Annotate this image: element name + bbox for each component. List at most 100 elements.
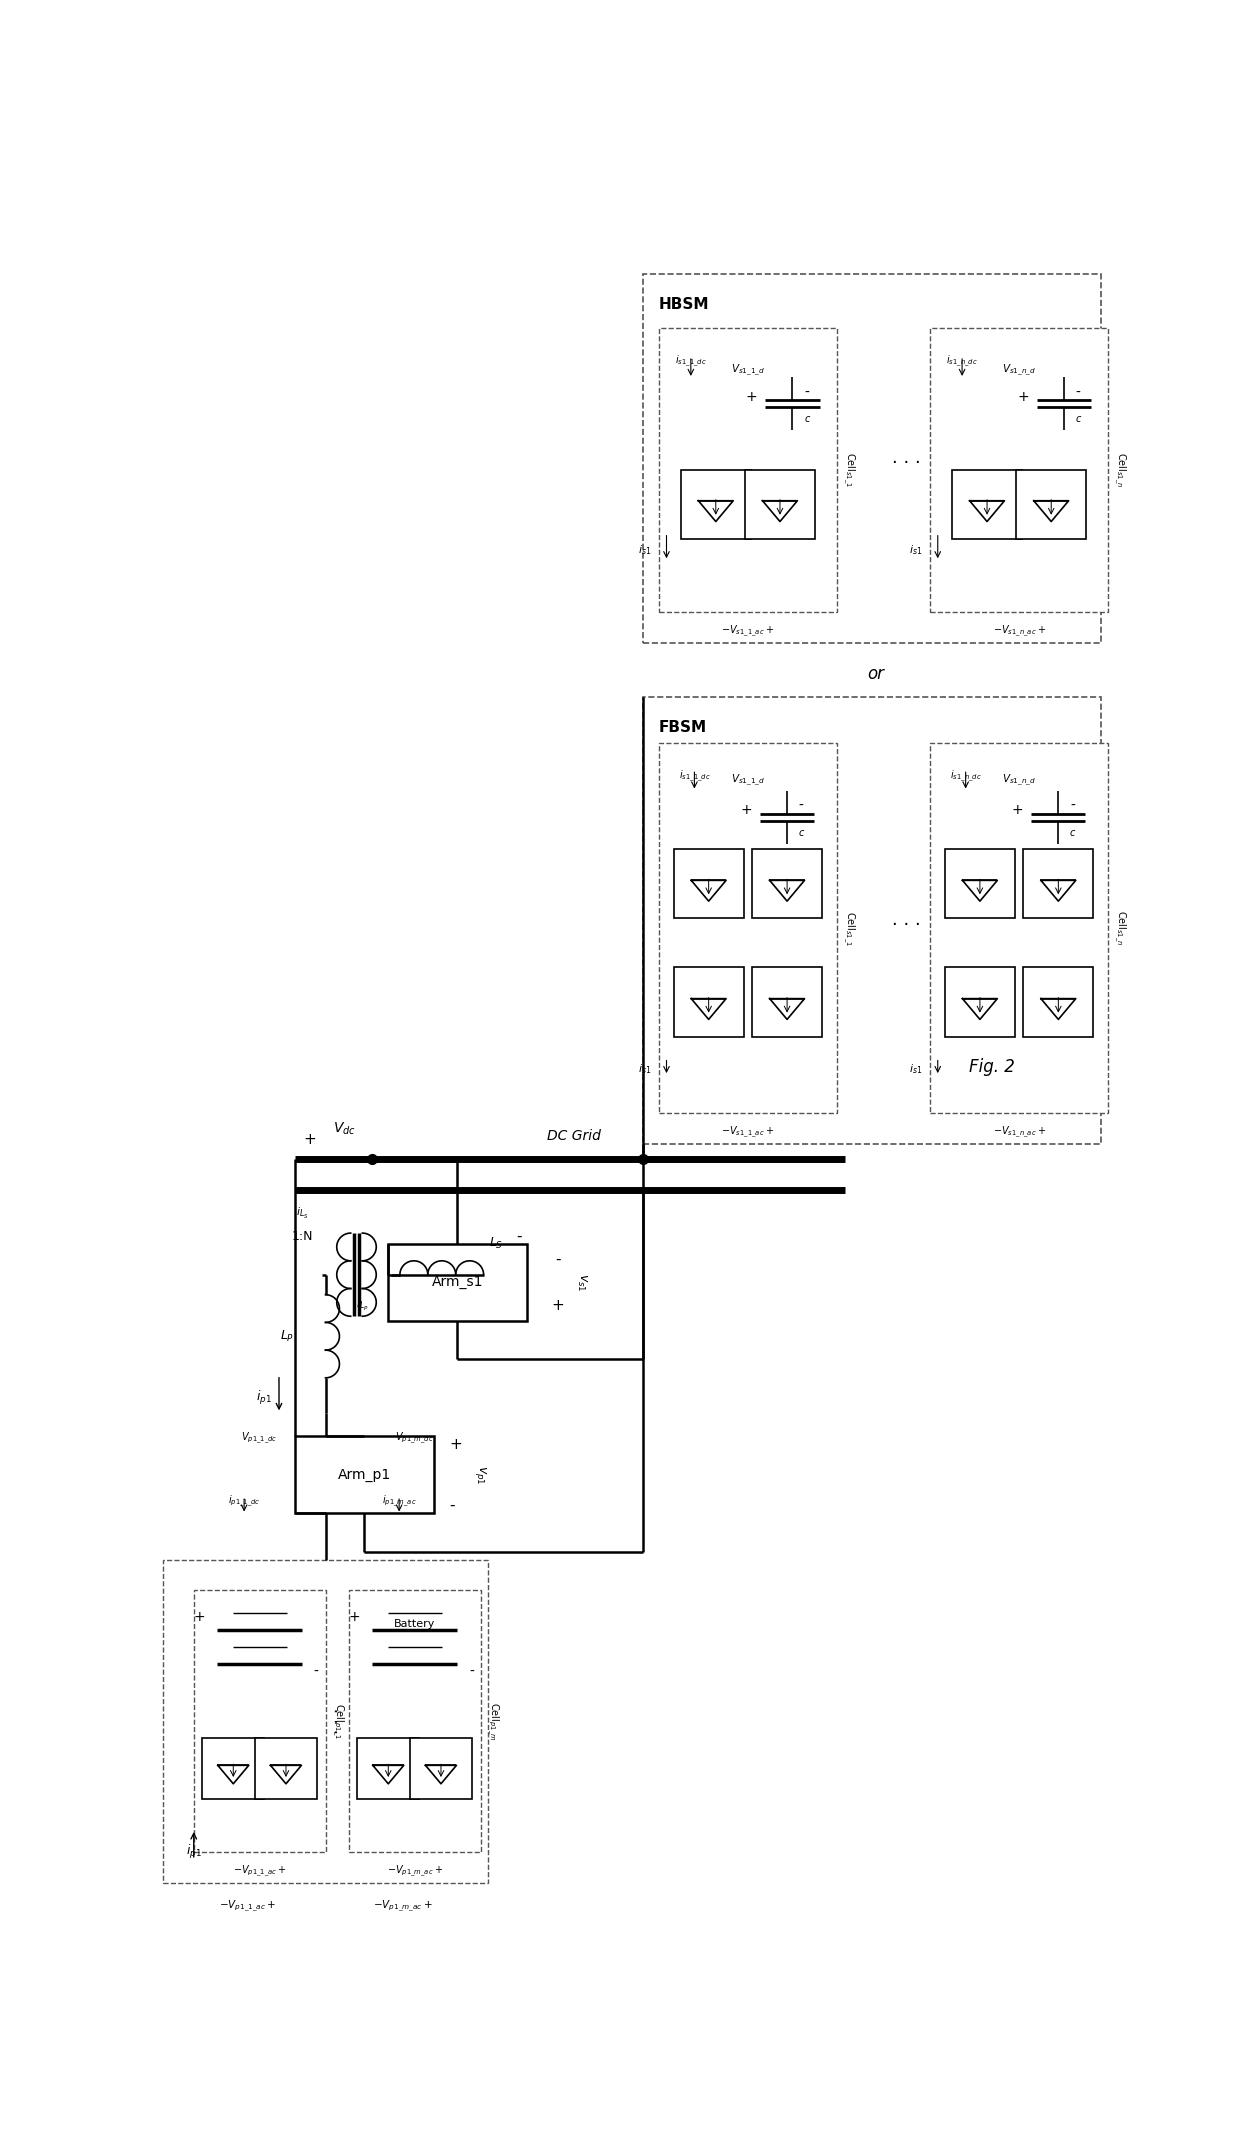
Bar <box>357 1738 419 1800</box>
Text: $i_{p1\_1\_dc}$: $i_{p1\_1\_dc}$ <box>228 1493 260 1508</box>
Text: $v_{p1}$: $v_{p1}$ <box>472 1465 489 1485</box>
Bar <box>348 1591 481 1851</box>
Bar <box>753 849 822 919</box>
Text: HBSM: HBSM <box>658 296 709 311</box>
Text: +: + <box>304 1133 316 1148</box>
Bar <box>673 968 744 1037</box>
Text: $-V_{p1\_1\_ac}+$: $-V_{p1\_1\_ac}+$ <box>219 1898 277 1913</box>
Text: . . .: . . . <box>893 450 921 467</box>
Text: +: + <box>746 390 758 403</box>
Text: $-V_{s1\_1\_ac}+$: $-V_{s1\_1\_ac}+$ <box>722 625 775 640</box>
Text: Arm_s1: Arm_s1 <box>432 1276 484 1288</box>
Text: +: + <box>348 1610 361 1625</box>
Text: Fig. 2: Fig. 2 <box>970 1058 1014 1075</box>
Text: $i_{s1}$: $i_{s1}$ <box>637 544 651 557</box>
Bar <box>945 968 1014 1037</box>
Text: $v_{s1}$: $v_{s1}$ <box>574 1273 588 1293</box>
Bar <box>202 1738 264 1800</box>
Text: -: - <box>804 386 808 399</box>
Text: $i_{s1}$: $i_{s1}$ <box>637 1062 651 1075</box>
Bar <box>673 849 744 919</box>
Text: Arm_p1: Arm_p1 <box>337 1468 391 1482</box>
Text: FBSM: FBSM <box>658 721 707 736</box>
Text: $i_{s1\_1\_dc}$: $i_{s1\_1\_dc}$ <box>678 770 711 785</box>
Text: Cell$_{s1\_n}$: Cell$_{s1\_n}$ <box>1112 452 1127 488</box>
Text: $i_{p1\_m\_ac}$: $i_{p1\_m\_ac}$ <box>382 1493 417 1508</box>
Bar <box>295 1436 434 1514</box>
Text: -: - <box>1075 386 1080 399</box>
Text: -: - <box>799 800 804 813</box>
Text: $V_{dc}$: $V_{dc}$ <box>334 1120 356 1137</box>
Bar <box>644 273 1101 644</box>
Text: $V_{s1\_n\_d}$: $V_{s1\_n\_d}$ <box>1002 772 1037 787</box>
Text: $i_{p1}$: $i_{p1}$ <box>186 1843 202 1862</box>
Text: $-V_{p1\_m\_ac}+$: $-V_{p1\_m\_ac}+$ <box>373 1898 433 1913</box>
Bar <box>745 469 815 540</box>
Text: or: or <box>867 665 884 683</box>
Text: Cell$_{p1\_1}$: Cell$_{p1\_1}$ <box>330 1704 345 1738</box>
Text: $V_{p1\_1\_dc}$: $V_{p1\_1\_dc}$ <box>242 1431 278 1446</box>
Bar <box>945 849 1014 919</box>
Text: $V_{s1\_n\_d}$: $V_{s1\_n\_d}$ <box>1002 363 1037 378</box>
Text: $i_{s1\_1\_dc}$: $i_{s1\_1\_dc}$ <box>675 354 707 369</box>
Bar <box>255 1738 317 1800</box>
Text: Cell$_{s1\_1}$: Cell$_{s1\_1}$ <box>841 911 857 945</box>
Text: -: - <box>1070 800 1075 813</box>
Text: -: - <box>449 1497 455 1512</box>
Text: $i_{s1}$: $i_{s1}$ <box>909 1062 923 1075</box>
Text: $V_{s1\_1\_d}$: $V_{s1\_1\_d}$ <box>730 363 765 378</box>
Text: Cell$_{s1\_1}$: Cell$_{s1\_1}$ <box>841 452 857 488</box>
Text: c: c <box>799 828 804 838</box>
Text: -: - <box>469 1664 474 1679</box>
Text: $-V_{p1\_1\_ac}+$: $-V_{p1\_1\_ac}+$ <box>233 1864 286 1879</box>
Text: +: + <box>449 1436 463 1453</box>
Bar <box>1023 968 1094 1037</box>
Text: $L_P$: $L_P$ <box>280 1329 295 1344</box>
Text: $i_{s1\_n\_dc}$: $i_{s1\_n\_dc}$ <box>946 354 978 369</box>
Text: $i_{s1\_n\_dc}$: $i_{s1\_n\_dc}$ <box>950 770 982 785</box>
Text: $i_{L_S}$: $i_{L_S}$ <box>296 1205 309 1220</box>
Text: Cell$_{p1\_m}$: Cell$_{p1\_m}$ <box>485 1702 500 1741</box>
Text: c: c <box>1070 828 1075 838</box>
Bar <box>1017 469 1086 540</box>
Bar <box>930 328 1109 612</box>
Bar <box>952 469 1022 540</box>
Bar <box>930 744 1109 1113</box>
Text: $-V_{p1\_m\_ac}+$: $-V_{p1\_m\_ac}+$ <box>387 1864 443 1879</box>
Text: $L_S$: $L_S$ <box>489 1237 503 1252</box>
Text: $i_{s1}$: $i_{s1}$ <box>909 544 923 557</box>
Bar <box>658 328 837 612</box>
Text: -: - <box>314 1664 319 1679</box>
Text: $i_{L_P}$: $i_{L_P}$ <box>357 1299 370 1314</box>
Text: $V_{p1\_m\_dc}$: $V_{p1\_m\_dc}$ <box>396 1431 434 1446</box>
Bar <box>410 1738 472 1800</box>
Text: +: + <box>1017 390 1029 403</box>
Text: +: + <box>740 804 753 817</box>
Text: Battery: Battery <box>394 1619 435 1630</box>
Text: c: c <box>804 414 810 424</box>
Text: DC Grid: DC Grid <box>547 1128 600 1143</box>
Text: $-V_{s1\_1\_ac}+$: $-V_{s1\_1\_ac}+$ <box>722 1124 775 1139</box>
Text: $-V_{s1\_n\_ac}+$: $-V_{s1\_n\_ac}+$ <box>992 1124 1045 1139</box>
Bar <box>387 1244 527 1320</box>
Text: . . .: . . . <box>324 1709 342 1734</box>
Text: . . .: . . . <box>893 911 921 930</box>
Bar <box>644 697 1101 1143</box>
Bar <box>681 469 750 540</box>
Text: -: - <box>556 1252 560 1267</box>
Text: $-V_{s1\_n\_ac}+$: $-V_{s1\_n\_ac}+$ <box>992 625 1045 640</box>
Bar <box>1023 849 1094 919</box>
Bar <box>753 968 822 1037</box>
Text: +: + <box>552 1299 564 1314</box>
Bar <box>162 1559 489 1883</box>
Text: c: c <box>1075 414 1081 424</box>
Text: +: + <box>1012 804 1023 817</box>
Bar <box>193 1591 325 1851</box>
Bar <box>658 744 837 1113</box>
Text: $V_{s1\_1\_d}$: $V_{s1\_1\_d}$ <box>730 772 765 787</box>
Text: $i_{p1}$: $i_{p1}$ <box>255 1389 272 1408</box>
Text: Cell$_{s1\_n}$: Cell$_{s1\_n}$ <box>1112 911 1127 945</box>
Text: -: - <box>517 1229 522 1244</box>
Text: +: + <box>193 1610 206 1625</box>
Text: 1:N: 1:N <box>291 1229 312 1244</box>
